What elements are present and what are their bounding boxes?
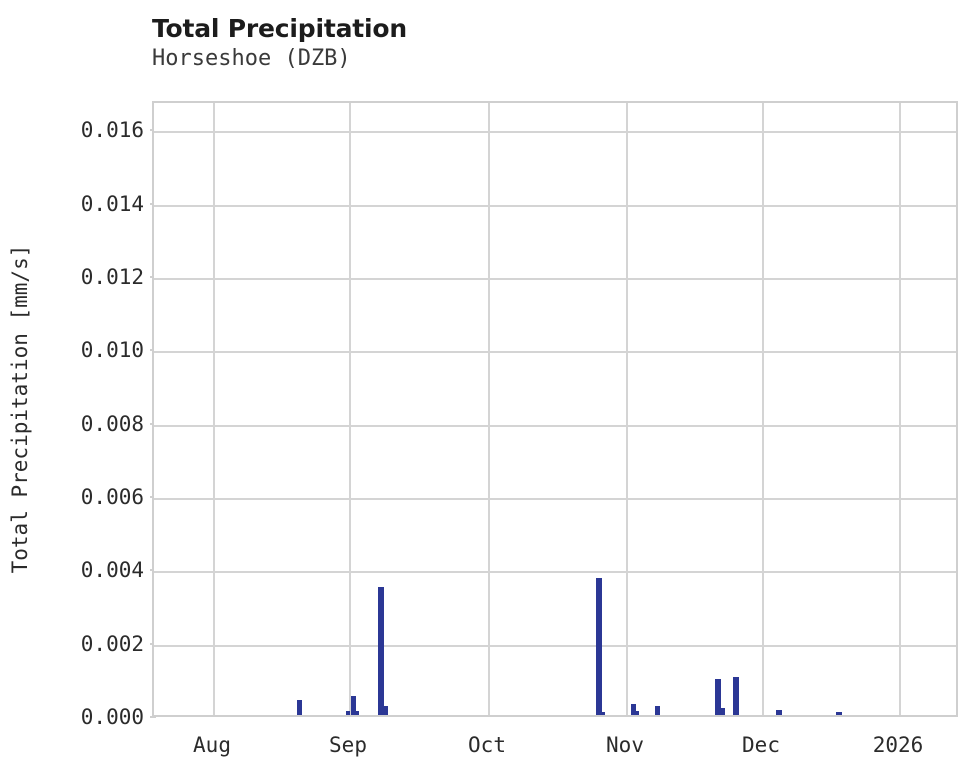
data-bar [601, 712, 605, 715]
title-block: Total Precipitation Horseshoe (DZB) [152, 14, 852, 73]
gridline-horizontal [154, 131, 956, 134]
data-bar [836, 712, 842, 715]
gridline-horizontal [154, 204, 956, 207]
data-bar [715, 679, 721, 715]
y-axis-label: Total Precipitation [mm/s] [8, 244, 32, 574]
y-tick-label: 0.014 [80, 191, 144, 216]
y-tick-label: 0.010 [80, 338, 144, 363]
data-bar [720, 708, 725, 715]
data-bar [635, 710, 639, 715]
gridline-vertical [488, 103, 490, 715]
x-axis-ticks: Aug Sep Oct Nov Dec 2026 [152, 717, 958, 767]
y-axis-ticks: 0.000 0.002 0.004 0.006 0.008 0.010 0.012 0.014… [36, 101, 156, 728]
y-tick-label: 0.004 [80, 558, 144, 583]
data-bar [596, 578, 602, 715]
y-tick-label: 0.012 [80, 265, 144, 289]
y-axis-label-container: Total Precipitation [mm/s] [0, 101, 40, 717]
gridline-horizontal [154, 644, 956, 647]
data-bar [346, 711, 350, 715]
y-tick-label: 0.000 [80, 705, 144, 729]
y-tick-mark [150, 716, 156, 718]
x-tick-label: 2026 [872, 733, 924, 757]
y-tick-label: 0.006 [80, 485, 144, 509]
data-bar [733, 676, 739, 715]
plot-area [152, 101, 958, 717]
x-tick-label: Aug [193, 733, 231, 757]
data-bar [355, 710, 359, 715]
y-tick-label: 0.002 [80, 631, 144, 656]
gridline-vertical [213, 103, 215, 715]
x-tick-label: Sep [329, 733, 367, 757]
x-tick-label: Dec [742, 733, 780, 757]
data-bar [297, 700, 302, 715]
x-tick-label: Nov [606, 733, 644, 757]
gridline-horizontal [154, 571, 956, 574]
data-bar [631, 703, 636, 715]
page-title: Total Precipitation [152, 14, 407, 43]
data-bar [776, 710, 782, 715]
gridline-horizontal [154, 278, 956, 280]
gridline-horizontal [154, 424, 956, 427]
gridline-vertical [349, 103, 351, 715]
chart-subtitle: Horseshoe (DZB) [152, 46, 351, 71]
gridline-horizontal [154, 498, 956, 500]
data-bar [351, 696, 356, 715]
y-tick-label: 0.008 [80, 411, 144, 436]
gridline-vertical [626, 103, 628, 715]
data-bar [655, 706, 660, 715]
data-bar [383, 706, 388, 715]
gridline-vertical [762, 103, 764, 715]
y-tick-label: 0.016 [80, 118, 144, 143]
gridline-vertical [899, 103, 901, 715]
gridline-horizontal [154, 351, 956, 354]
data-bar [378, 586, 384, 715]
plot-inner [154, 103, 956, 715]
x-tick-label: Oct [468, 733, 506, 757]
